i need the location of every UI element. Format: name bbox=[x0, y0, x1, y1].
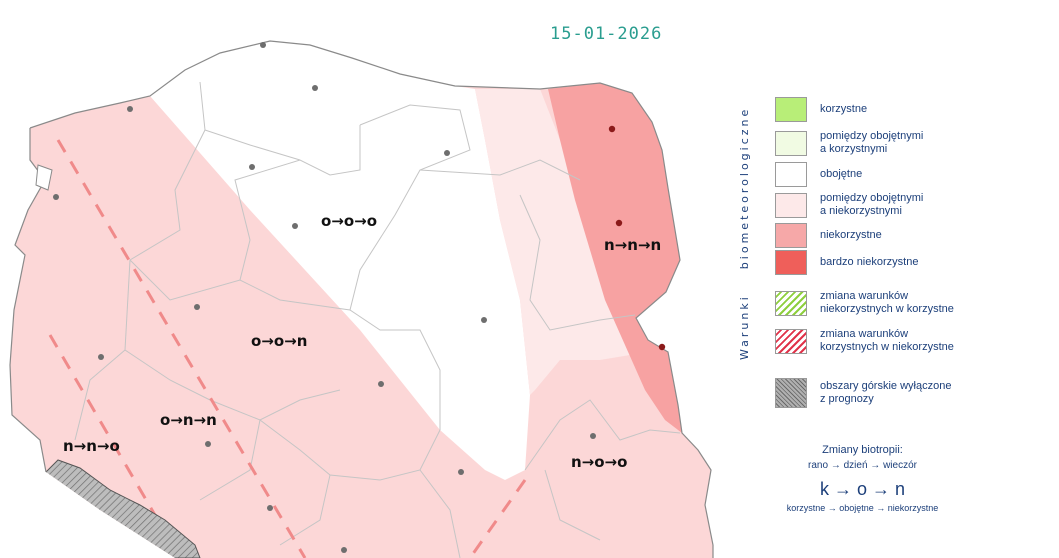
biotropy-sequence: rano → dzień → wieczór bbox=[808, 460, 917, 471]
region-label-se: n→o→o bbox=[571, 453, 628, 471]
swatch-between-neutral-unfavorable bbox=[775, 192, 807, 218]
biotropy-example: k → o → n bbox=[819, 479, 906, 499]
city-dot bbox=[341, 547, 347, 553]
swatch-neutral bbox=[775, 162, 807, 187]
legend-label: obojętne bbox=[820, 168, 863, 180]
legend-label: zmiana warunków niekorzystnych w korzyst… bbox=[820, 290, 954, 315]
forecast-date: 15-01-2026 bbox=[550, 24, 663, 44]
city-dot bbox=[127, 106, 133, 112]
legend-label: pomiędzy obojętnymi a korzystnymi bbox=[820, 130, 924, 155]
legend-label: obszary górskie wyłączone z prognozy bbox=[820, 380, 952, 405]
legend-item-change-to-unfavorable: zmiana warunków korzystnych w niekorzyst… bbox=[775, 328, 954, 354]
city-dots bbox=[53, 42, 666, 553]
swatch-between-neutral-favorable bbox=[775, 130, 807, 156]
city-dot bbox=[481, 317, 487, 323]
legend-item-between-neutral-favorable: pomiędzy obojętnymi a korzystnymi bbox=[775, 130, 923, 156]
region-label-center-west: o→o→n bbox=[251, 332, 308, 350]
region-label-east: n→n→n bbox=[604, 236, 662, 254]
city-dot bbox=[658, 343, 666, 351]
swatch-mountains bbox=[775, 378, 807, 408]
biotropy-title: Zmiany biotropii: bbox=[822, 444, 903, 456]
lagoon-outline bbox=[35, 164, 53, 191]
legend-item-very-unfavorable: bardzo niekorzystne bbox=[775, 250, 918, 275]
change-to-unfavorable-stripes bbox=[48, 139, 527, 558]
between-neutral-unfavorable-area bbox=[475, 89, 630, 395]
legend-title-prefix: Warunki bbox=[738, 294, 751, 360]
legend-item-favorable: korzystne bbox=[775, 97, 867, 122]
swatch-change-to-favorable bbox=[775, 290, 807, 316]
legend-item-change-to-favorable: zmiana warunków niekorzystnych w korzyst… bbox=[775, 290, 954, 316]
city-dot bbox=[590, 433, 596, 439]
biotropy-example-desc: korzystne → obojętne → niekorzystne bbox=[786, 503, 939, 513]
city-dot bbox=[615, 219, 623, 227]
very-unfavorable-area bbox=[548, 83, 682, 433]
city-dot bbox=[249, 164, 255, 170]
legend-title-main: biometeorologiczne bbox=[738, 106, 751, 270]
legend-item-mountains: obszary górskie wyłączone z prognozy bbox=[775, 378, 951, 408]
region-label-nw: o→o→o bbox=[321, 212, 378, 230]
legend-item-between-neutral-unfavorable: pomiędzy obojętnymi a niekorzystnymi bbox=[775, 192, 923, 218]
city-dot bbox=[608, 125, 616, 133]
legend-vertical-title: Warunki biometeorologiczne bbox=[738, 107, 751, 360]
city-dot bbox=[194, 304, 200, 310]
region-label-sw-center: o→n→n bbox=[160, 411, 217, 429]
legend-item-unfavorable: niekorzystne bbox=[775, 223, 882, 248]
legend-item-neutral: obojętne bbox=[775, 162, 862, 187]
swatch-unfavorable bbox=[775, 223, 807, 248]
swatch-favorable bbox=[775, 97, 807, 122]
region-label-sw: n→n→o bbox=[63, 437, 120, 455]
city-dot bbox=[98, 354, 104, 360]
city-dot bbox=[260, 42, 266, 48]
city-dot bbox=[53, 194, 59, 200]
legend-label: bardzo niekorzystne bbox=[820, 256, 919, 268]
legend-label: korzystne bbox=[820, 103, 868, 115]
neutral-area bbox=[150, 41, 530, 480]
city-dot bbox=[267, 505, 273, 511]
city-dot bbox=[312, 85, 318, 91]
city-dot bbox=[292, 223, 298, 229]
swatch-change-to-unfavorable bbox=[775, 328, 807, 354]
city-dot bbox=[378, 381, 384, 387]
legend-label: niekorzystne bbox=[820, 229, 882, 241]
legend-label: pomiędzy obojętnymi a niekorzystnymi bbox=[820, 192, 924, 217]
swatch-very-unfavorable bbox=[775, 250, 807, 275]
city-dot bbox=[444, 150, 450, 156]
legend-label: zmiana warunków korzystnych w niekorzyst… bbox=[820, 328, 954, 353]
city-dot bbox=[205, 441, 211, 447]
city-dot bbox=[458, 469, 464, 475]
